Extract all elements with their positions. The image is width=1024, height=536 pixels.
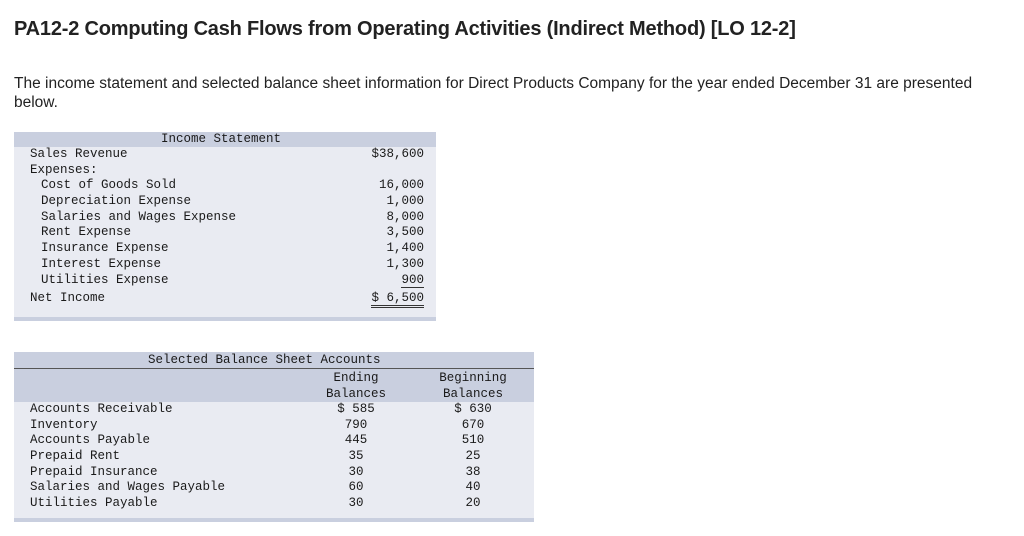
expense-row: Cost of Goods Sold 16,000: [14, 178, 436, 194]
ending-value: $ 585: [337, 402, 375, 416]
expense-label: Utilities Expense: [41, 272, 169, 287]
account-label: Utilities Payable: [30, 496, 158, 511]
expense-label: Depreciation Expense: [41, 194, 192, 209]
expense-row: Interest Expense 1,300: [14, 257, 436, 273]
table-row: Inventory 790 670: [14, 418, 534, 434]
beginning-value: 670: [461, 417, 485, 432]
ending-value: 790: [344, 417, 368, 432]
expense-row: Insurance Expense 1,400: [14, 241, 436, 257]
expense-value: 900: [401, 272, 424, 288]
expense-label: Interest Expense: [41, 256, 162, 271]
expense-value: 1,400: [386, 241, 424, 256]
account-label: Salaries and Wages Payable: [30, 480, 226, 495]
account-label: Accounts Receivable: [30, 402, 173, 416]
expense-label: Rent Expense: [41, 225, 132, 240]
beginning-value: 510: [461, 433, 485, 448]
expense-value: 1,000: [386, 194, 424, 209]
table-row: Salaries and Wages Payable 60 40: [14, 480, 534, 496]
ending-value: 60: [348, 480, 364, 495]
ending-value: 445: [344, 433, 368, 448]
expense-label: Cost of Goods Sold: [41, 178, 177, 193]
beginning-value: $ 630: [454, 402, 492, 416]
account-label: Accounts Payable: [30, 433, 151, 448]
account-label: Inventory: [30, 417, 98, 432]
table-row: Utilities Payable 30 20: [14, 496, 534, 512]
expenses-heading-row: Expenses:: [14, 163, 436, 179]
ending-header-line1: Ending: [333, 371, 379, 385]
expense-row: Salaries and Wages Expense 8,000: [14, 210, 436, 226]
ending-balances-header: Ending Balances: [318, 371, 394, 402]
sales-label: Sales Revenue: [30, 147, 128, 161]
expense-row: Depreciation Expense 1,000: [14, 194, 436, 210]
page-title: PA12-2 Computing Cash Flows from Operati…: [14, 18, 796, 40]
net-income-row: Net Income $ 6,500: [14, 291, 436, 309]
income-statement-header: Income Statement: [14, 132, 436, 147]
beginning-header-line2: Balances: [442, 386, 503, 401]
balance-sheet-header: Selected Balance Sheet Accounts: [14, 352, 534, 369]
table-row: Accounts Payable 445 510: [14, 433, 534, 449]
account-label: Prepaid Insurance: [30, 464, 158, 479]
expense-value: 16,000: [378, 178, 424, 193]
ending-value: 35: [348, 449, 364, 464]
expense-row: Utilities Expense 900: [14, 273, 436, 289]
beginning-value: 20: [465, 496, 481, 511]
ending-value: 30: [348, 496, 364, 511]
beginning-value: 40: [465, 480, 481, 495]
expense-value: 3,500: [386, 225, 424, 240]
ending-value: 30: [348, 464, 364, 479]
expense-label: Salaries and Wages Expense: [41, 209, 237, 224]
table-row: Accounts Receivable $ 585 $ 630: [14, 402, 534, 418]
net-income-label: Net Income: [30, 291, 106, 306]
beginning-header-line1: Beginning: [439, 371, 507, 385]
net-income-value: $ 6,500: [371, 291, 424, 309]
sales-row: Sales Revenue $38,600: [14, 147, 436, 163]
table-row: Prepaid Rent 35 25: [14, 449, 534, 465]
expense-row: Rent Expense 3,500: [14, 225, 436, 241]
table-bottom-band: [14, 307, 436, 321]
income-statement-table: Income Statement Sales Revenue $38,600 E…: [14, 132, 436, 321]
sales-value: $38,600: [371, 147, 424, 161]
column-header-row: Ending Balances Beginning Balances: [14, 369, 534, 402]
expense-label: Insurance Expense: [41, 241, 169, 256]
beginning-balances-header: Beginning Balances: [430, 371, 516, 402]
beginning-value: 38: [465, 464, 481, 479]
account-label: Prepaid Rent: [30, 449, 121, 464]
ending-header-line2: Balances: [325, 386, 386, 401]
expense-value: 1,300: [386, 256, 424, 271]
table-bottom-band: [14, 512, 534, 522]
table-row: Prepaid Insurance 30 38: [14, 465, 534, 481]
intro-paragraph: The income statement and selected balanc…: [14, 75, 973, 111]
expense-value: 8,000: [386, 209, 424, 224]
balance-sheet-table: Selected Balance Sheet Accounts Ending B…: [14, 352, 534, 522]
expenses-label: Expenses:: [30, 162, 98, 177]
beginning-value: 25: [465, 449, 481, 464]
